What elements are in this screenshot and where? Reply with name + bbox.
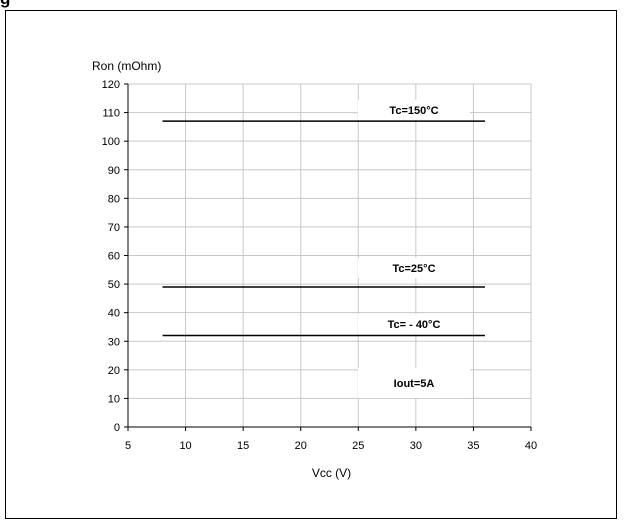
y-tick-label: 0 — [114, 422, 120, 434]
series-label-box — [358, 314, 470, 334]
y-tick-label: 60 — [108, 251, 120, 263]
series-label-box — [358, 258, 470, 278]
x-tick-label: 30 — [410, 440, 422, 452]
x-tick-label: 40 — [525, 440, 537, 452]
y-tick-label: 70 — [108, 222, 120, 234]
y-tick-label: 90 — [108, 165, 120, 177]
y-tick-label: 110 — [102, 108, 120, 120]
y-tick-label: 50 — [108, 279, 120, 291]
x-tick-label: 15 — [237, 440, 249, 452]
series-label: Tc= - 40°C — [388, 319, 441, 331]
x-tick-label: 10 — [179, 440, 191, 452]
condition-label: Iout=5A — [394, 378, 435, 390]
x-tick-label: 20 — [295, 440, 307, 452]
series-label: Tc=150°C — [389, 105, 438, 117]
figure-heading: g — [0, 0, 10, 9]
series-label: Tc=25°C — [392, 263, 435, 275]
y-tick-label: 80 — [108, 193, 120, 205]
series-label-box — [358, 100, 470, 120]
x-tick-label: 25 — [352, 440, 364, 452]
condition-label-box — [358, 368, 470, 398]
series-lines — [162, 120, 485, 337]
grid — [127, 83, 532, 428]
x-tick-label: 5 — [125, 440, 131, 452]
x-tick-labels: 5 10 15 20 25 30 35 40 — [125, 427, 537, 452]
y-tick-label: 40 — [108, 308, 120, 320]
y-tick-labels: 0 10 20 30 40 50 60 70 80 90 100 110 120 — [102, 79, 128, 434]
y-tick-label: 30 — [108, 336, 120, 348]
y-axis-label: Ron (mOhm) — [92, 59, 161, 73]
series-labels: Tc=150°C Tc=25°C Tc= - 40°C Iout=5A — [358, 100, 470, 398]
y-tick-label: 120 — [102, 79, 120, 91]
figure-frame — [5, 10, 617, 519]
y-tick-label: 20 — [108, 365, 120, 377]
y-tick-label: 100 — [102, 136, 120, 148]
x-tick-label: 35 — [467, 440, 479, 452]
y-tick-label: 10 — [108, 393, 120, 405]
x-axis-label: Vcc (V) — [312, 466, 351, 480]
